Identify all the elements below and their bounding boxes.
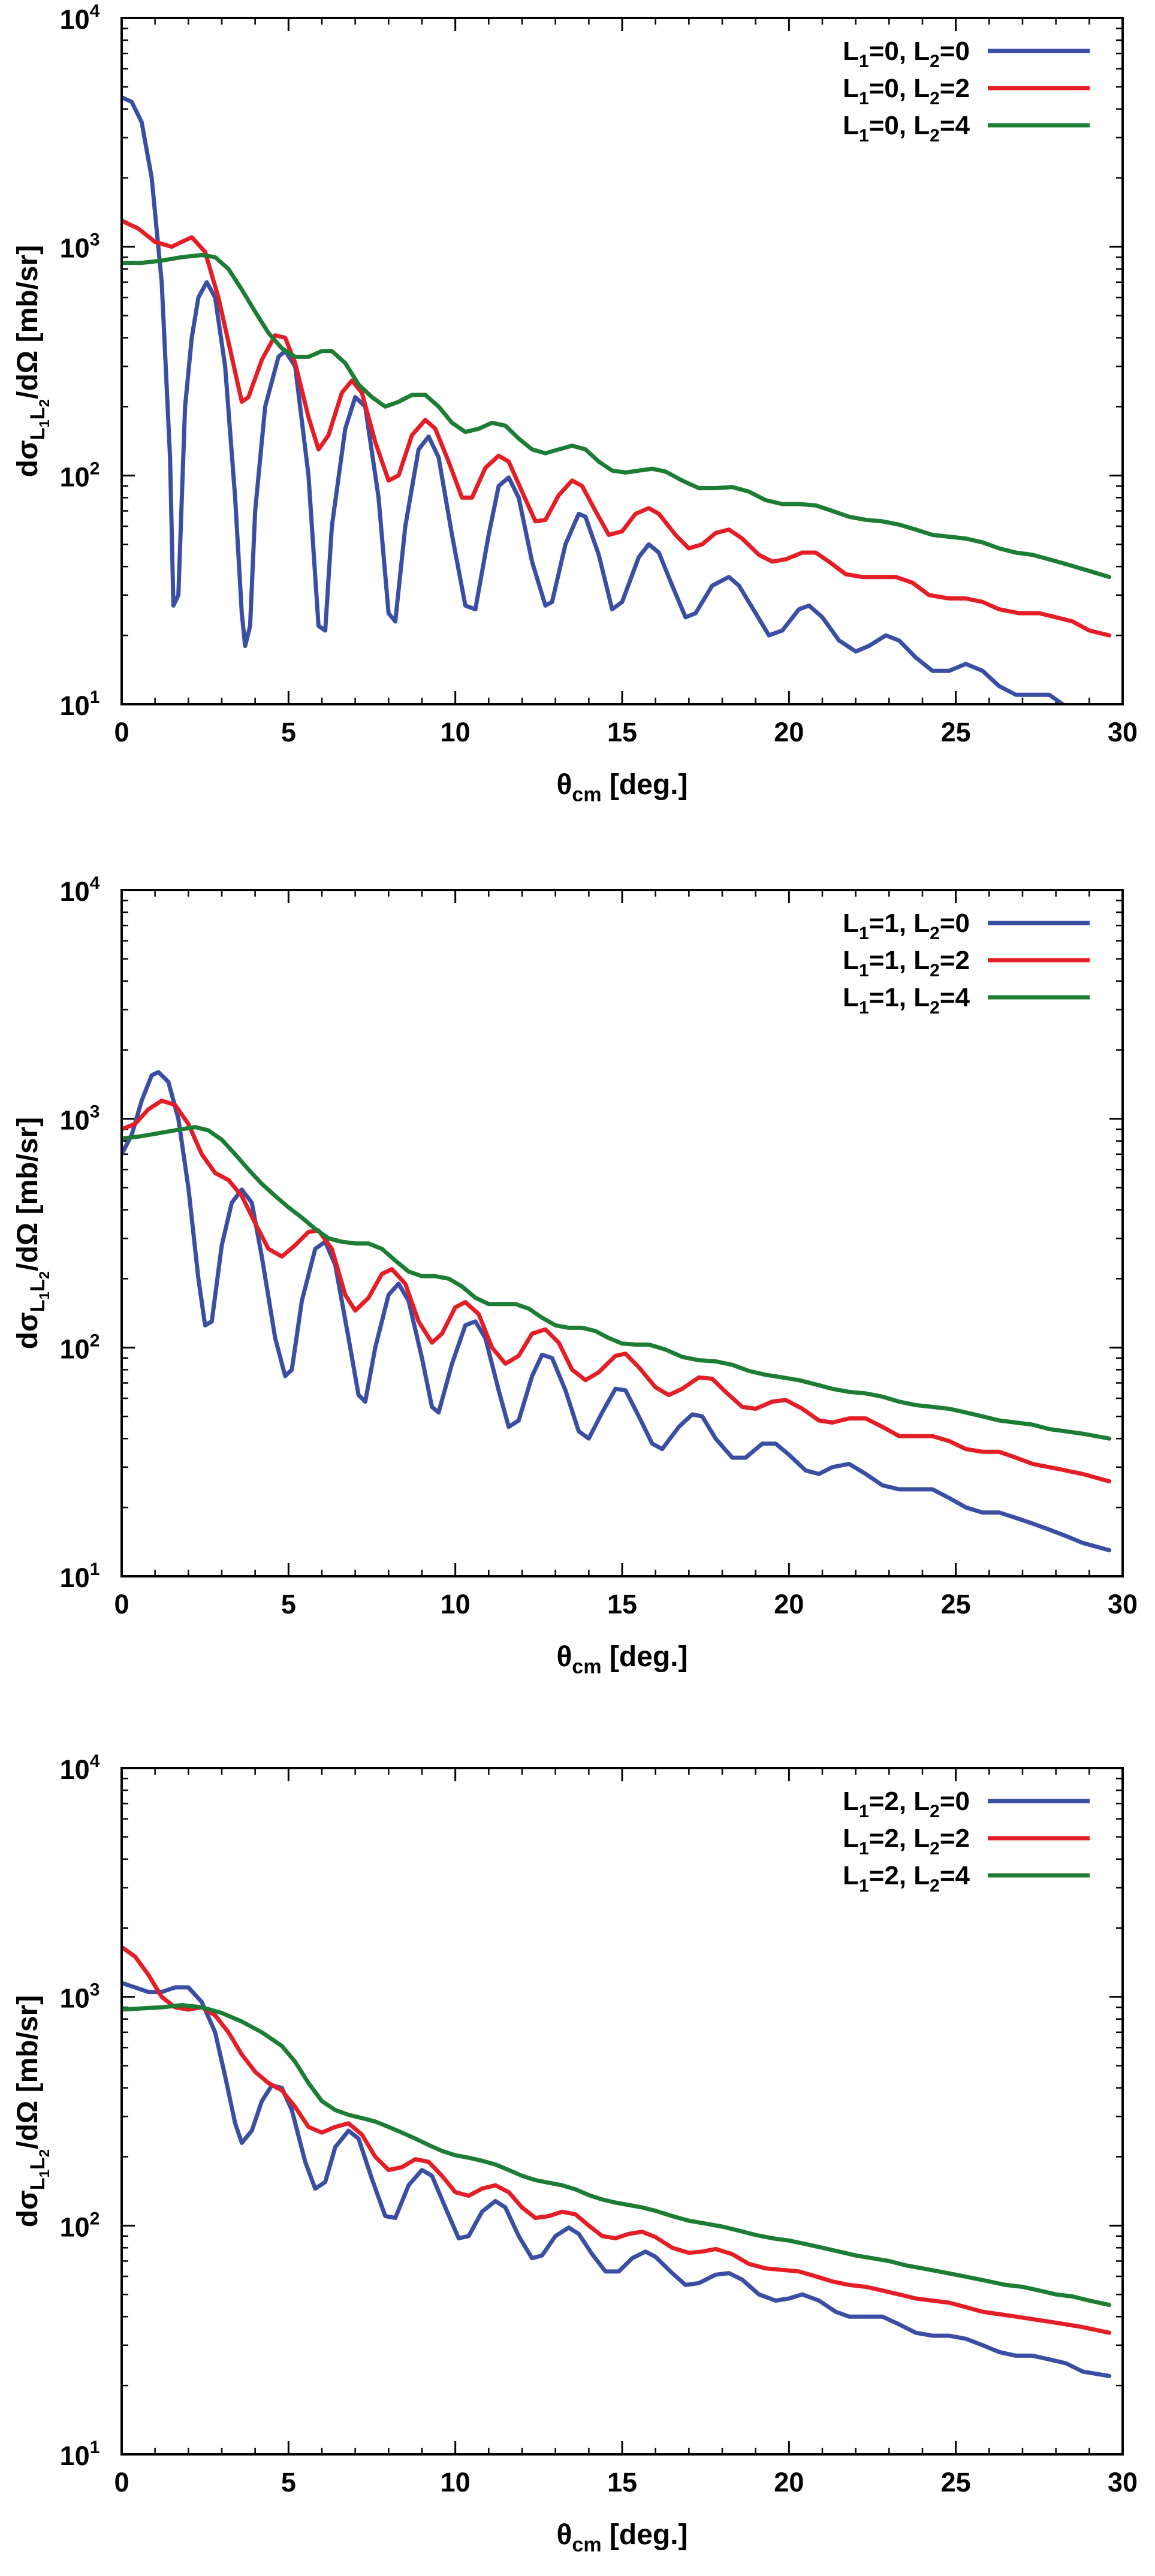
x-axis-label: θcm [deg.] — [556, 2519, 687, 2556]
x-tick-label: 20 — [774, 1589, 804, 1619]
legend: L1=2, L2=0L1=2, L2=2L1=2, L2=4 — [843, 1787, 1090, 1896]
y-tick-label: 103 — [60, 1980, 100, 2014]
series-line-1 — [122, 1981, 1112, 2378]
x-tick-label: 10 — [441, 717, 471, 747]
y-axis-label: dσL1L2/dΩ [mb/sr] — [12, 245, 53, 478]
y-tick-label: 101 — [60, 2438, 100, 2471]
y-tick-label: 102 — [60, 1331, 100, 1364]
x-tick-label: 30 — [1108, 2467, 1138, 2497]
x-tick-label: 0 — [114, 1589, 129, 1619]
x-tick-label: 15 — [607, 1589, 637, 1619]
x-tick-label: 5 — [281, 1589, 296, 1619]
y-tick-label: 104 — [60, 1751, 100, 1785]
x-tick-label: 30 — [1108, 1589, 1138, 1619]
series-line-1 — [122, 95, 1067, 704]
y-axis-label: dσL1L2/dΩ [mb/sr] — [12, 1995, 53, 2228]
x-tick-label: 20 — [774, 2467, 804, 2497]
legend-label-3: L1=2, L2=4 — [843, 1861, 970, 1896]
legend-label-2: L1=1, L2=2 — [843, 946, 970, 981]
plot-frame — [120, 17, 1124, 705]
x-tick-label: 30 — [1108, 717, 1138, 747]
series-line-2 — [122, 1945, 1112, 2335]
x-tick-label: 25 — [941, 2467, 971, 2497]
legend-label-3: L1=0, L2=4 — [843, 111, 970, 146]
y-tick-label: 102 — [60, 459, 100, 492]
x-tick-label: 0 — [114, 717, 129, 747]
series-line-2 — [122, 1098, 1112, 1484]
x-tick-label: 15 — [607, 2467, 637, 2497]
y-tick-label: 101 — [60, 687, 100, 721]
legend-label-3: L1=1, L2=4 — [843, 983, 970, 1018]
plot-frame — [120, 889, 1124, 1577]
series-line-1 — [122, 1070, 1112, 1552]
x-tick-label: 5 — [281, 2467, 296, 2497]
legend: L1=1, L2=0L1=1, L2=2L1=1, L2=4 — [843, 909, 1090, 1018]
legend-label-2: L1=0, L2=2 — [843, 74, 970, 108]
legend-label-1: L1=2, L2=0 — [843, 1787, 970, 1821]
y-tick-label: 103 — [60, 230, 100, 264]
legend-label-1: L1=1, L2=0 — [843, 909, 970, 943]
plot-frame — [120, 1767, 1124, 2456]
x-tick-label: 5 — [281, 717, 296, 747]
x-tick-label: 10 — [441, 1589, 471, 1619]
x-axis-label: θcm [deg.] — [556, 1641, 687, 1678]
y-tick-label: 101 — [60, 1560, 100, 1593]
series-line-3 — [122, 2003, 1112, 2307]
x-tick-label: 0 — [114, 2467, 129, 2497]
y-tick-label: 103 — [60, 1102, 100, 1136]
legend-label-2: L1=2, L2=2 — [843, 1824, 970, 1859]
x-tick-label: 10 — [441, 2467, 471, 2497]
x-tick-label: 25 — [941, 717, 971, 747]
x-tick-label: 15 — [607, 717, 637, 747]
y-axis-label: dσL1L2/dΩ [mb/sr] — [12, 1117, 53, 1350]
legend-label-1: L1=0, L2=0 — [843, 37, 970, 71]
x-tick-label: 20 — [774, 717, 804, 747]
y-tick-label: 104 — [60, 1, 100, 35]
series-line-2 — [122, 218, 1112, 638]
y-tick-label: 102 — [60, 2209, 100, 2242]
series-line-3 — [122, 253, 1112, 580]
series-line-3 — [122, 1125, 1112, 1441]
y-tick-label: 104 — [60, 873, 100, 907]
x-axis-label: θcm [deg.] — [556, 769, 687, 806]
x-tick-label: 25 — [941, 1589, 971, 1619]
legend: L1=0, L2=0L1=0, L2=2L1=0, L2=4 — [843, 37, 1090, 146]
